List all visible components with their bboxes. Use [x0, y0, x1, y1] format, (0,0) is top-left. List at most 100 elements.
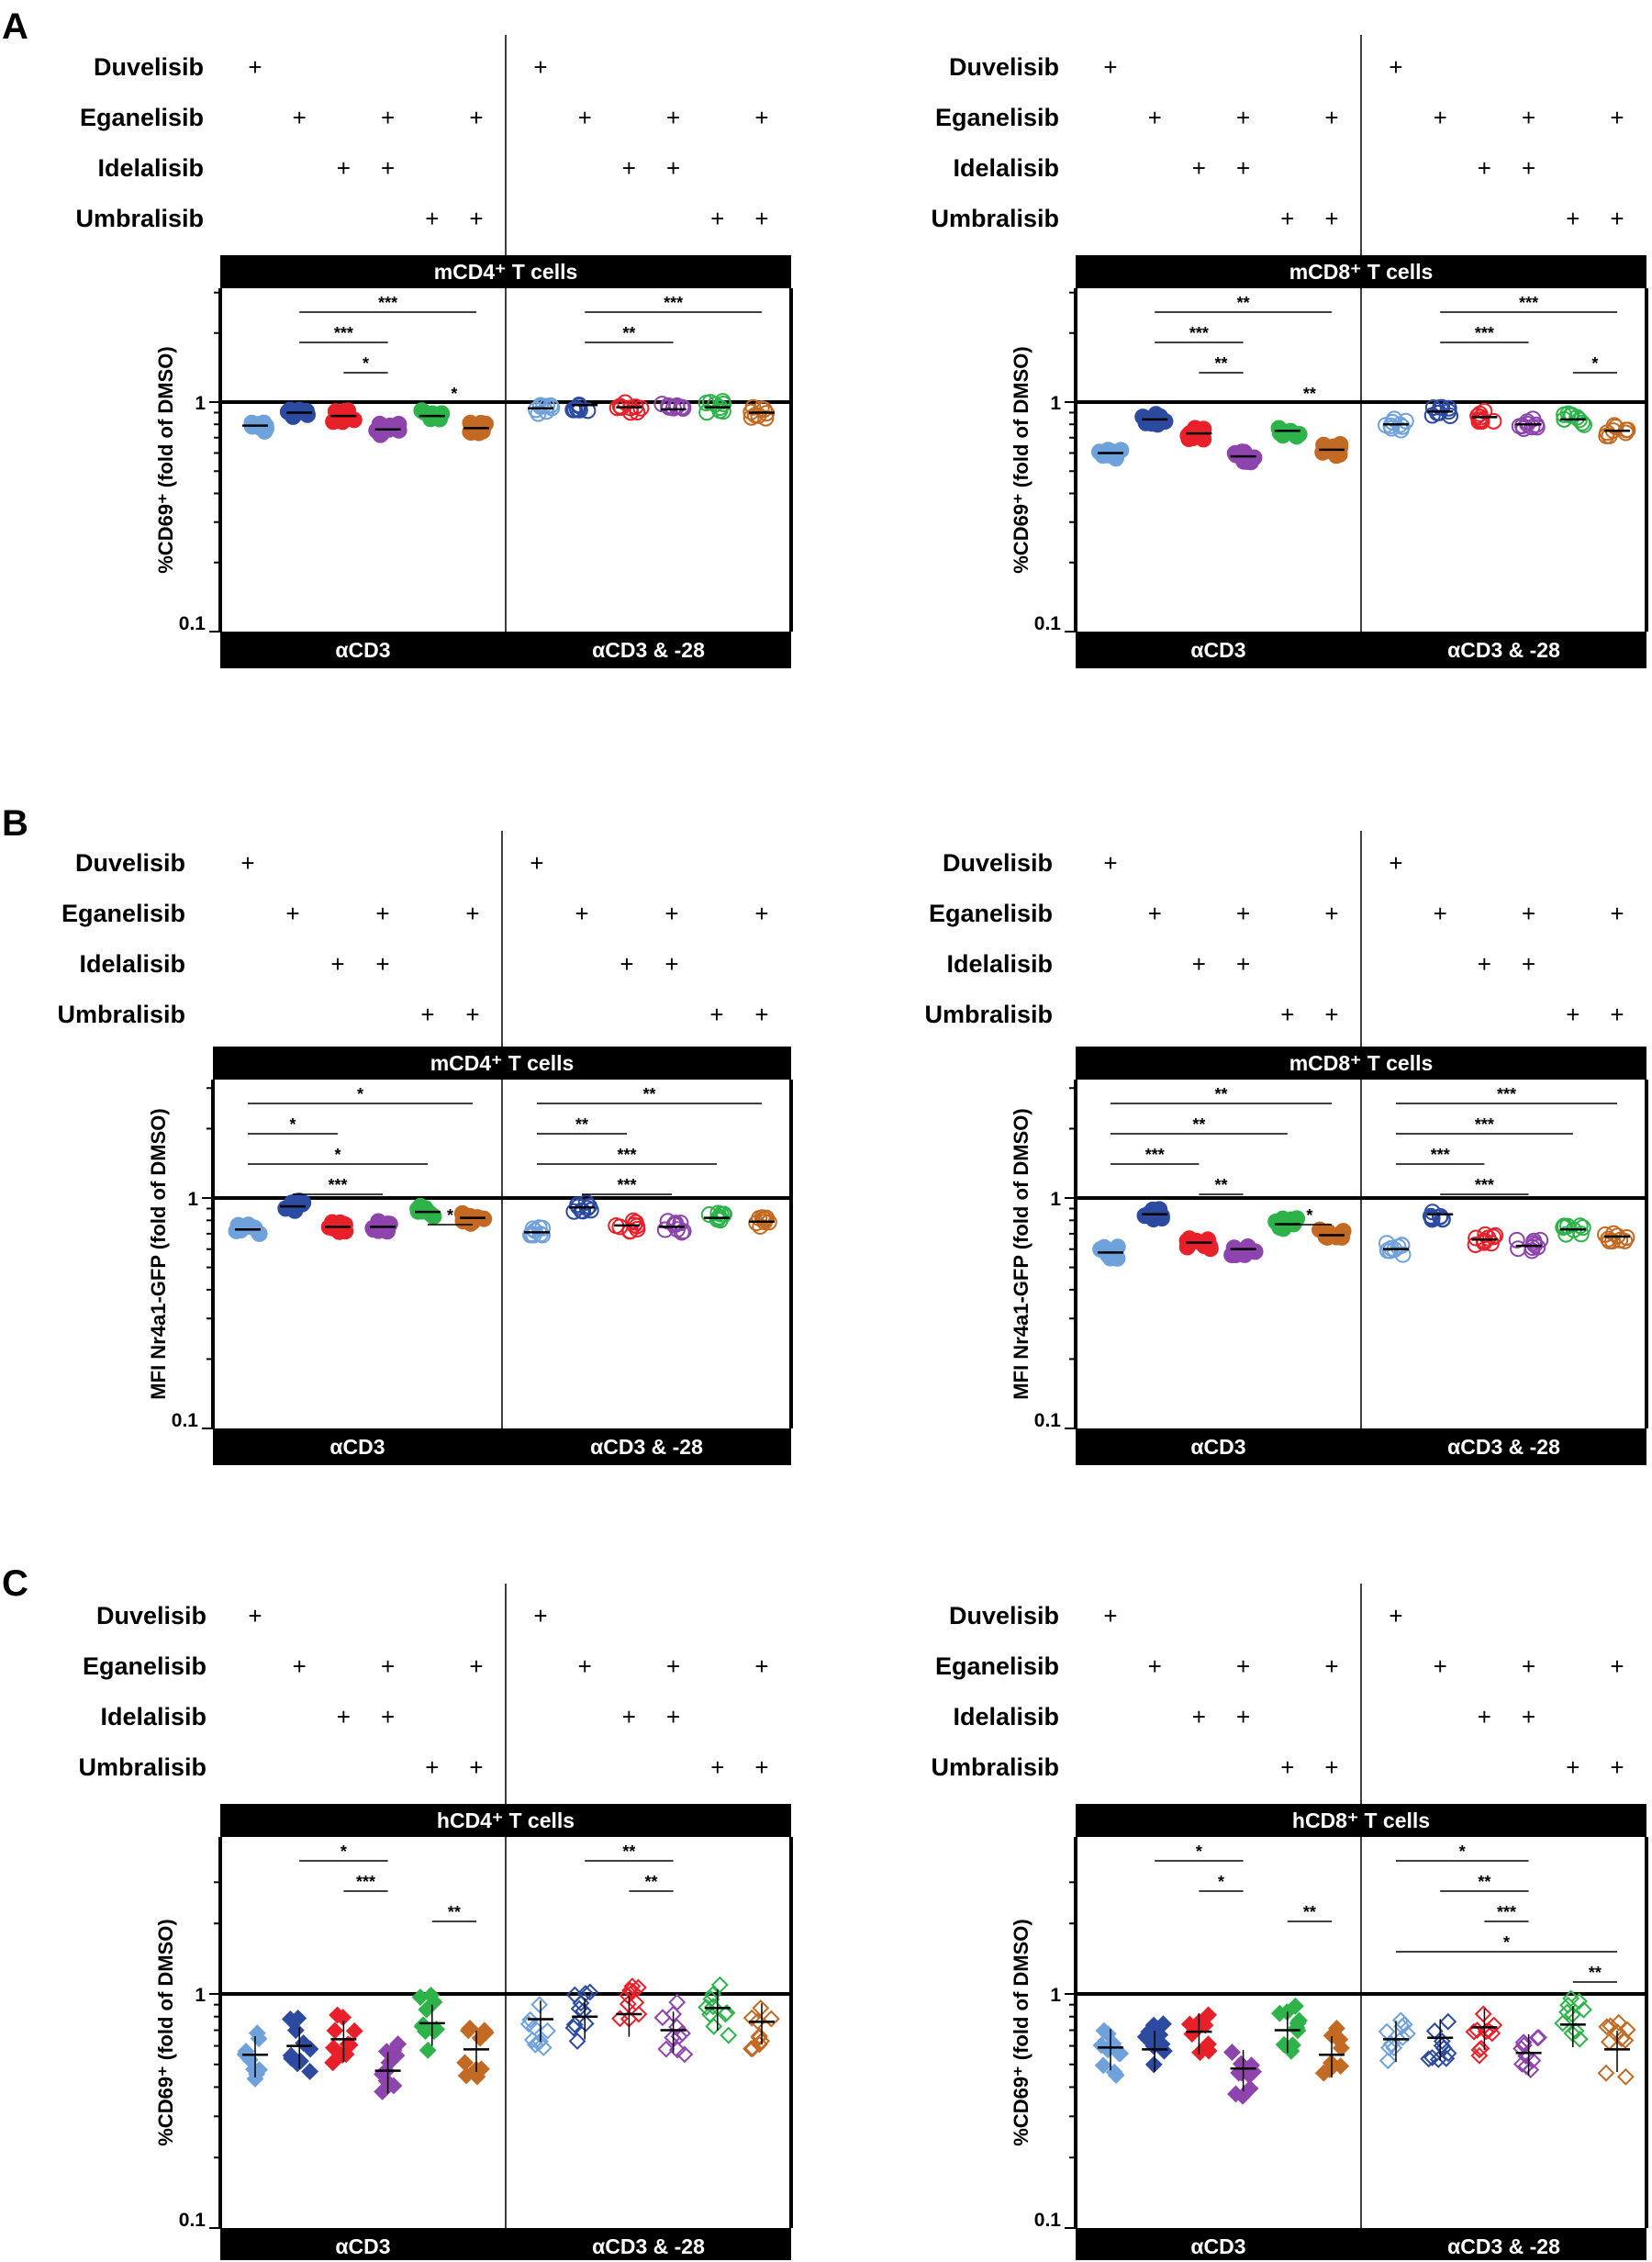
data-point	[286, 405, 304, 422]
data-point	[365, 1221, 383, 1238]
significance-label: *	[1306, 1206, 1312, 1225]
significance-label: **	[1214, 1176, 1227, 1194]
plus-sign: +	[1566, 1753, 1579, 1781]
data-point	[762, 2010, 780, 2028]
data-point	[705, 2017, 723, 2035]
data-point	[459, 2021, 477, 2040]
data-point	[1508, 1231, 1525, 1249]
significance-label: *	[357, 1085, 363, 1103]
chart-title: mCD8⁺ T cells	[1289, 260, 1434, 284]
drug-label-eganelisib: Eganelisib	[935, 104, 1059, 131]
significance-label: **	[1214, 354, 1227, 373]
significance-label: ***	[1519, 294, 1538, 312]
data-point	[1111, 2044, 1128, 2063]
data-point	[698, 1999, 716, 2016]
significance-label: **	[1192, 1115, 1205, 1134]
plus-sign: +	[1389, 849, 1402, 877]
data-point	[1465, 2022, 1483, 2041]
plus-sign: +	[575, 900, 588, 927]
plus-sign: +	[533, 1602, 547, 1629]
data-point	[1241, 2079, 1259, 2098]
condition-label: αCD3	[335, 2234, 390, 2258]
plus-sign: +	[1389, 1602, 1402, 1629]
plus-sign: +	[1236, 104, 1250, 131]
chart-title: mCD4⁺ T cells	[434, 260, 578, 284]
data-point	[1324, 2026, 1343, 2044]
data-point	[1393, 2029, 1412, 2046]
plus-sign: +	[1324, 1001, 1338, 1028]
plus-sign: +	[578, 104, 592, 131]
data-point	[1575, 416, 1592, 433]
plus-sign: +	[1236, 950, 1250, 978]
significance-label: **	[644, 1873, 657, 1891]
data-point	[425, 2022, 443, 2040]
plus-sign: +	[754, 1753, 768, 1781]
data-point	[629, 404, 646, 421]
condition-label: αCD3	[329, 1435, 385, 1459]
chart-title: hCD8⁺ T cells	[1292, 1808, 1430, 1832]
data-point	[1599, 424, 1616, 442]
plus-sign: +	[1324, 1753, 1338, 1781]
significance-label: ***	[664, 294, 683, 312]
plus-sign: +	[1103, 1602, 1117, 1629]
data-point	[1530, 2029, 1547, 2046]
condition-label: αCD3 & -28	[592, 638, 705, 662]
data-point	[1239, 1237, 1256, 1255]
data-point	[521, 2010, 540, 2029]
data-point	[742, 409, 760, 426]
plus-sign: +	[375, 950, 389, 978]
data-point	[340, 402, 357, 420]
panel-letter: A	[2, 6, 28, 47]
significance-label: **	[575, 1115, 588, 1134]
title-bar	[1076, 255, 1646, 288]
data-point	[1200, 2006, 1218, 2024]
plus-sign: +	[381, 1652, 395, 1680]
plus-sign: +	[666, 1703, 680, 1730]
significance-label: *	[289, 1115, 296, 1134]
plus-sign: +	[1324, 104, 1338, 131]
condition-label: αCD3 & -28	[1447, 638, 1560, 662]
y-axis-label: MFI Nr4a1-GFP (fold of DMSO)	[147, 1108, 170, 1399]
plus-sign: +	[664, 950, 678, 978]
significance-label: **	[622, 324, 635, 342]
data-point	[1485, 2016, 1503, 2034]
drug-label-umbralisib: Umbralisib	[75, 205, 204, 232]
data-point	[752, 1999, 770, 2017]
plus-sign: +	[1610, 1001, 1624, 1028]
significance-label: **	[1303, 1903, 1316, 1921]
drug-label-eganelisib: Eganelisib	[83, 1652, 206, 1680]
data-point	[255, 414, 273, 431]
plus-sign: +	[1566, 205, 1579, 232]
plus-sign: +	[620, 950, 633, 978]
plus-sign: +	[465, 1001, 479, 1028]
data-point	[1601, 427, 1618, 444]
plus-sign: +	[1324, 205, 1338, 232]
condition-label: αCD3 & -28	[1447, 2234, 1560, 2258]
data-point	[659, 1213, 676, 1230]
significance-label: *	[1503, 1933, 1510, 1952]
data-point	[1382, 417, 1400, 434]
significance-label: **	[1237, 294, 1250, 312]
significance-label: ***	[334, 324, 353, 342]
drug-label-umbralisib: Umbralisib	[78, 1753, 206, 1781]
y-tick-label: 1	[195, 393, 206, 414]
data-point	[564, 2019, 583, 2037]
drug-label-umbralisib: Umbralisib	[931, 1753, 1059, 1781]
plus-sign: +	[622, 154, 636, 182]
data-point	[1562, 1989, 1580, 2008]
plus-sign: +	[1324, 900, 1338, 927]
data-point	[750, 2029, 768, 2046]
plus-sign: +	[578, 1652, 592, 1680]
y-tick-label: 0.1	[179, 613, 206, 634]
plus-sign: +	[240, 849, 254, 877]
condition-bar	[220, 632, 791, 668]
significance-label: *	[1459, 1842, 1466, 1861]
y-tick-label: 1	[1050, 1985, 1061, 2006]
data-point	[457, 2066, 475, 2085]
drug-label-idelalisib: Idelalisib	[946, 950, 1053, 978]
data-point	[1439, 2012, 1457, 2031]
data-point	[1574, 1219, 1591, 1237]
data-point	[756, 1211, 774, 1228]
plus-sign: +	[666, 104, 680, 131]
plus-sign: +	[293, 104, 307, 131]
